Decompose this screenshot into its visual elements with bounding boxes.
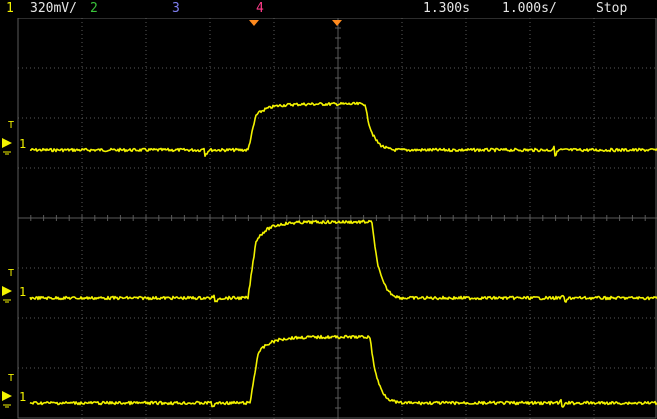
waveform-trace-middle — [29, 219, 657, 303]
channel-1-ground-marker[interactable] — [2, 391, 12, 401]
channel-1-offset-label: 1 — [19, 390, 26, 404]
trigger-markers — [249, 20, 342, 26]
channel-1-offset-label: 1 — [19, 137, 26, 151]
time-scale[interactable]: 1.000s/ — [502, 1, 557, 16]
trigger-level-label: T — [8, 120, 14, 131]
channel-3-number[interactable]: 3 — [172, 1, 180, 16]
trigger-level-label: T — [8, 268, 14, 279]
channel-1-number[interactable]: 1 — [6, 1, 14, 16]
status-bar: 1 320mV/ 2 3 4 1.300s 1.000s/ Stop — [0, 0, 657, 18]
trigger-position-marker[interactable] — [249, 20, 259, 26]
channel-1-offset-label: 1 — [19, 285, 26, 299]
channel-1-ground-marker[interactable] — [2, 286, 12, 296]
time-position[interactable]: 1.300s — [423, 1, 470, 16]
waveform-traces — [29, 101, 657, 408]
graticule — [17, 18, 657, 419]
waveform-trace-lower — [29, 334, 657, 408]
waveform-trace-upper — [29, 101, 657, 157]
run-state[interactable]: Stop — [596, 1, 628, 16]
channel-1-ground-marker[interactable] — [2, 138, 12, 148]
channel-4-number[interactable]: 4 — [256, 1, 264, 16]
trigger-level-label: T — [8, 373, 14, 384]
channel-2-number[interactable]: 2 — [90, 1, 98, 16]
channel-1-scale[interactable]: 320mV/ — [30, 1, 77, 16]
time-reference-marker[interactable] — [332, 20, 342, 26]
